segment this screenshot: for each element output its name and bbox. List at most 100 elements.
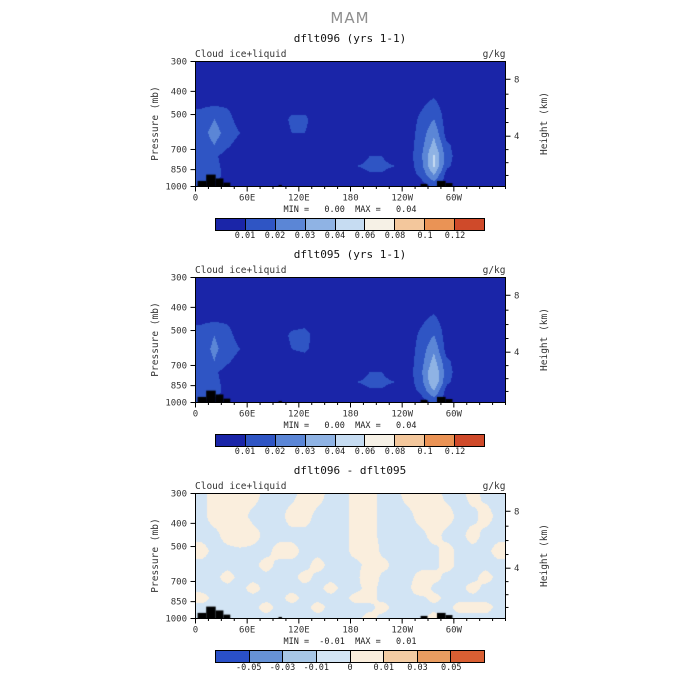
colorbar-tick-label: 0 <box>347 663 353 673</box>
x-tick-label: 0 <box>193 194 198 204</box>
plot-area: Cloud ice+liquid g/kg 300 400 500 700 850 1000 8… <box>0 263 700 421</box>
pressure-tick-label: 500 <box>171 543 187 553</box>
colorbar-segment <box>454 435 485 446</box>
colorbar-segment <box>364 435 395 446</box>
colorbar-bar <box>215 218 485 231</box>
height-axis-title: Height (km) <box>539 92 550 155</box>
pressure-tick-label: 400 <box>171 87 187 97</box>
colorbar-segment <box>364 219 395 230</box>
height-tick-label: 4 <box>514 348 519 358</box>
colorbar-tick-label: 0.02 <box>264 447 286 457</box>
colorbar-tick-label: -0.05 <box>235 663 262 673</box>
height-tick-label: 4 <box>514 132 519 142</box>
units-label: g/kg <box>483 49 506 60</box>
height-tick-label: 4 <box>514 564 519 574</box>
colorbar-segment <box>244 219 275 230</box>
panels-container: dflt096 (yrs 1-1) Cloud ice+liquid g/kg 300… <box>0 31 700 677</box>
colorbar-segment <box>216 651 249 662</box>
axes-overlay: Cloud ice+liquid g/kg 300 400 500 700 850 1000 8… <box>150 265 550 420</box>
x-tick-label: 60E <box>239 626 255 636</box>
x-tick-label: 120W <box>391 410 413 420</box>
colorbar-tick-label: -0.01 <box>303 663 330 673</box>
stats-line: MIN = 0.00 MAX = 0.04 <box>283 421 417 431</box>
x-tick-label: 60E <box>239 410 255 420</box>
pressure-axis-title: Pressure (mb) <box>150 518 161 592</box>
pressure-tick-label: 300 <box>171 274 187 284</box>
axes-overlay: Cloud ice+liquid g/kg 300 400 500 700 850 1000 8… <box>150 49 550 204</box>
field-label: Cloud ice+liquid <box>195 265 287 276</box>
colorbar-tick-label: 0.12 <box>444 447 466 457</box>
x-tick-label: 120W <box>391 194 413 204</box>
field-label: Cloud ice+liquid <box>195 481 287 492</box>
height-tick-label: 8 <box>514 291 519 301</box>
colorbar-segment <box>216 219 245 230</box>
colorbar-segment <box>450 651 484 662</box>
stats-line: MIN = 0.00 MAX = 0.04 <box>283 205 417 215</box>
panel-title: dflt096 - dflt095 <box>293 464 407 477</box>
pressure-tick-label: 1000 <box>165 183 187 193</box>
field-canvas <box>195 277 505 402</box>
colorbar-tick-label: 0.04 <box>324 231 346 241</box>
colorbar-tick-label: 0.03 <box>407 663 428 673</box>
panel-0: dflt096 (yrs 1-1) Cloud ice+liquid g/kg 300… <box>0 31 700 245</box>
x-tick-label: 0 <box>193 626 198 636</box>
pressure-tick-label: 850 <box>171 598 187 608</box>
height-tick-label: 8 <box>514 507 519 517</box>
colorbar-segment <box>304 435 335 446</box>
pressure-tick-label: 1000 <box>165 615 187 625</box>
x-tick-label: 60E <box>239 194 255 204</box>
colorbar-segment <box>383 651 417 662</box>
figure-title: MAM <box>330 9 370 27</box>
x-tick-label: 60W <box>446 410 463 420</box>
plot-area: Cloud ice+liquid g/kg 300 400 500 700 850 1000 8… <box>0 479 700 637</box>
x-tick-label: 60W <box>446 194 463 204</box>
colorbar-tick-label: 0.04 <box>324 447 346 457</box>
height-tick-label: 8 <box>514 75 519 85</box>
colorbar-segment <box>248 651 283 662</box>
pressure-tick-label: 500 <box>171 111 187 121</box>
colorbar-tick-label: 0.03 <box>294 231 316 241</box>
x-tick-label: 180 <box>342 626 358 636</box>
plot-frame <box>195 493 506 619</box>
colorbar-tick-label: 0.06 <box>354 231 376 241</box>
colorbar-tick-label: 0.12 <box>444 231 466 241</box>
panel-2: dflt096 - dflt095 Cloud ice+liquid g/kg 300… <box>0 463 700 677</box>
colorbar-tick-label: 0.01 <box>234 447 256 457</box>
panel-title: dflt096 (yrs 1-1) <box>293 32 407 45</box>
field-label: Cloud ice+liquid <box>195 49 287 60</box>
axes-overlay: Cloud ice+liquid g/kg 300 400 500 700 850 1000 8… <box>150 481 550 636</box>
colorbar-segment <box>274 435 305 446</box>
colorbar-segment <box>282 651 316 662</box>
colorbar-segment <box>424 219 455 230</box>
colorbar-bar <box>215 434 485 447</box>
pressure-tick-label: 400 <box>171 519 187 529</box>
height-axis-title: Height (km) <box>539 524 550 587</box>
x-tick-label: 120W <box>391 626 413 636</box>
pressure-axis-title: Pressure (mb) <box>150 302 161 376</box>
colorbar-tick-label: 0.02 <box>264 231 286 241</box>
colorbar-tick-label: 0.03 <box>294 447 316 457</box>
pressure-tick-label: 400 <box>171 303 187 313</box>
x-tick-label: 120E <box>288 194 310 204</box>
pressure-tick-label: 850 <box>171 382 187 392</box>
height-axis-title: Height (km) <box>539 308 550 371</box>
pressure-tick-label: 300 <box>171 58 187 68</box>
pressure-tick-label: 300 <box>171 490 187 500</box>
colorbar: 0.01 0.02 0.03 0.04 0.06 0.08 0.1 0.12 <box>215 218 485 245</box>
colorbar-segment <box>416 651 451 662</box>
colorbar-segment <box>244 435 275 446</box>
colorbar: -0.05 -0.03 -0.01 0 0.01 0.03 0.05 <box>215 650 485 677</box>
stats-line: MIN = -0.01 MAX = 0.01 <box>283 637 417 647</box>
colorbar-segment <box>349 651 384 662</box>
x-tick-label: 60W <box>446 626 463 636</box>
colorbar-segment <box>304 219 335 230</box>
plot-frame <box>195 277 506 403</box>
colorbar: 0.01 0.02 0.03 0.04 0.06 0.08 0.1 0.12 <box>215 434 485 461</box>
colorbar-tick-label: 0.01 <box>373 663 394 673</box>
x-tick-label: 180 <box>342 194 358 204</box>
panel-title: dflt095 (yrs 1-1) <box>293 248 407 261</box>
field-canvas <box>195 61 505 186</box>
colorbar-tick-label: 0.05 <box>441 663 462 673</box>
pressure-tick-label: 1000 <box>165 399 187 409</box>
colorbar-segment <box>334 219 365 230</box>
